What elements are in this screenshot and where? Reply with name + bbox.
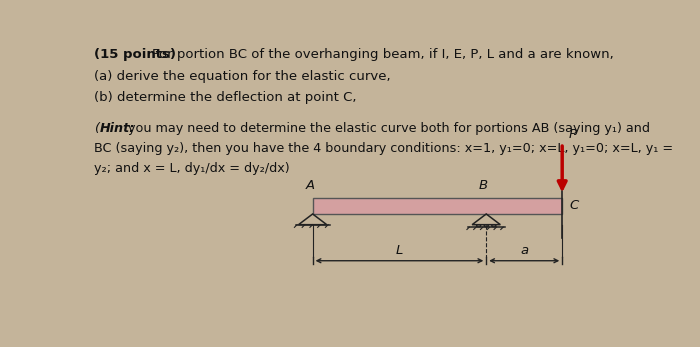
Text: BC (saying y₂), then you have the 4 boundary conditions: x=1, y₁=0; x=L, y₁=0; x: BC (saying y₂), then you have the 4 boun… (94, 142, 673, 155)
Text: Hint:: Hint: (99, 122, 135, 135)
Bar (313, 198, 562, 214)
Text: L: L (395, 244, 403, 257)
Text: a: a (520, 244, 528, 257)
Text: P: P (568, 127, 577, 141)
Text: y₂; and x = L, dy₁/dx = dy₂/dx): y₂; and x = L, dy₁/dx = dy₂/dx) (94, 162, 290, 175)
Text: (b) determine the deflection at point C,: (b) determine the deflection at point C, (94, 91, 356, 104)
Text: (: ( (94, 122, 99, 135)
Text: For portion BC of the overhanging beam, if I, E, P, L and a are known,: For portion BC of the overhanging beam, … (151, 48, 613, 61)
Text: (a) derive the equation for the elastic curve,: (a) derive the equation for the elastic … (94, 70, 391, 83)
Text: you may need to determine the elastic curve both for portions AB (saying y₁) and: you may need to determine the elastic cu… (127, 122, 650, 135)
Text: B: B (479, 179, 488, 192)
Text: C: C (569, 200, 578, 212)
Text: A: A (305, 179, 314, 192)
Text: (15 points): (15 points) (94, 48, 176, 61)
